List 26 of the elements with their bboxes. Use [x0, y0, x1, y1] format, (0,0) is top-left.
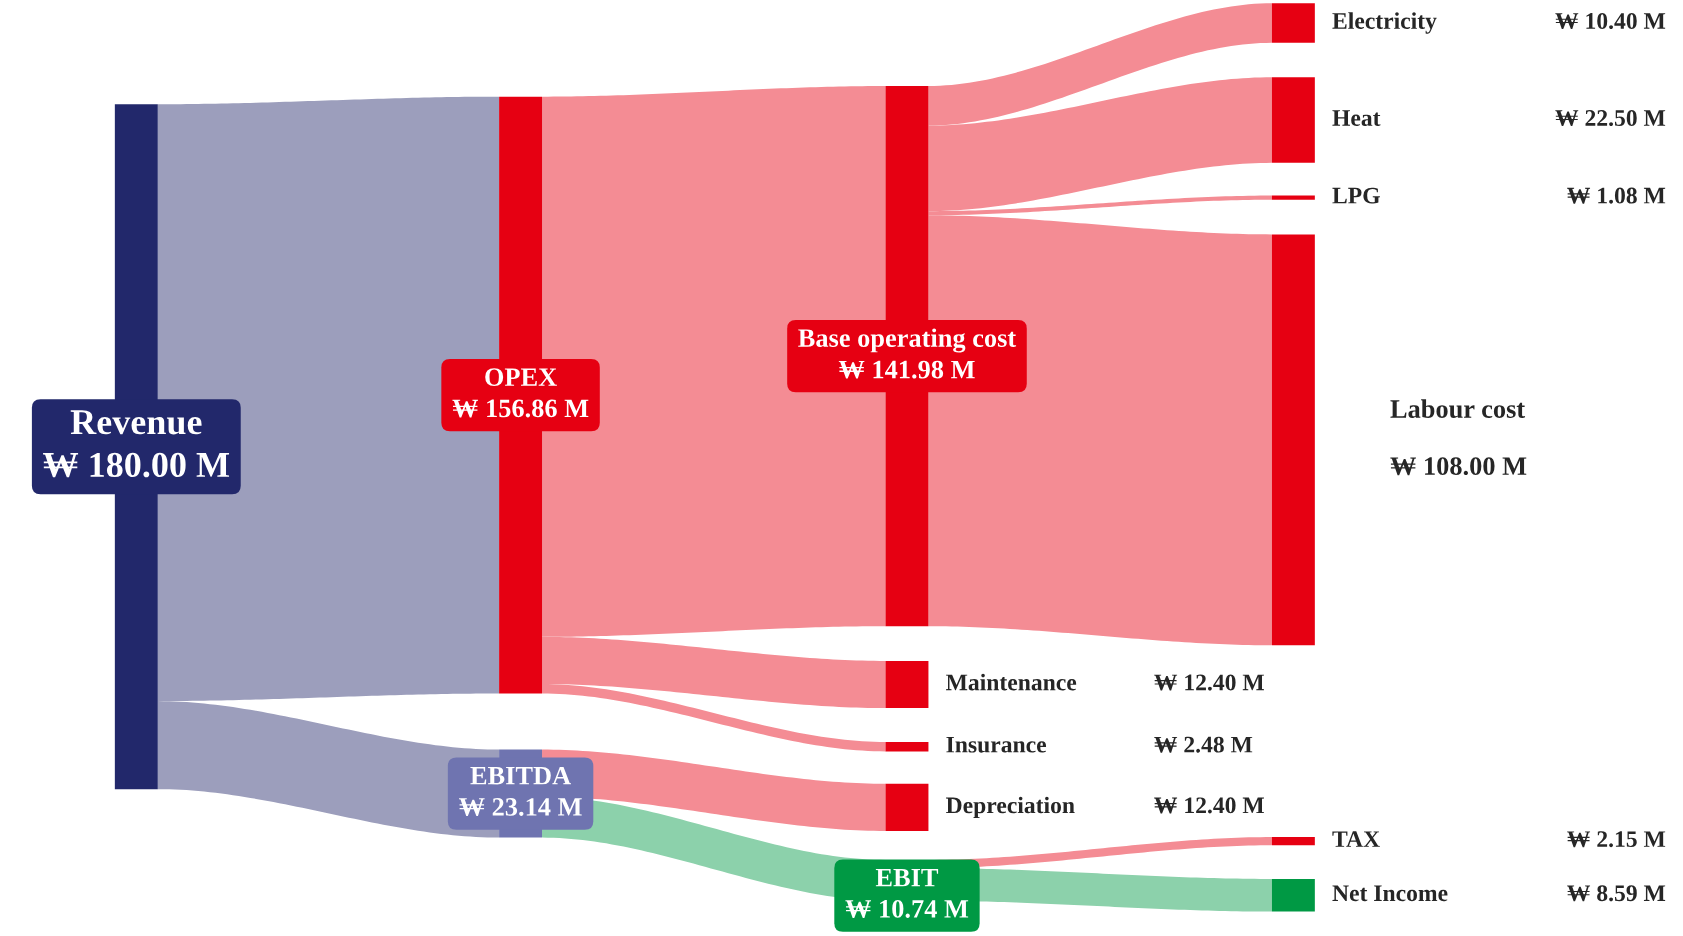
data-label: ₩ 12.40 M: [1154, 797, 1264, 814]
category-label: Maintenance: [946, 673, 1077, 691]
category-label: Insurance: [946, 736, 1047, 753]
data-label: ₩ 1.08 M: [1567, 187, 1666, 204]
data-label: ₩ 12.40 M: [1154, 674, 1264, 691]
category-label: OPEX: [485, 368, 557, 387]
data-label: ₩ 10.40 M: [1555, 13, 1666, 30]
category-label: Revenue: [70, 410, 202, 435]
category-label: Labour cost: [1390, 399, 1526, 418]
category-label: Depreciation: [946, 796, 1075, 819]
data-label: ₩ 141.98 M: [838, 360, 975, 379]
category-label: TAX: [1332, 831, 1380, 847]
data-label: ₩ 108.00 M: [1390, 457, 1527, 476]
category-label: LPG: [1332, 187, 1380, 204]
data-label: ₩ 2.48 M: [1154, 736, 1253, 753]
category-label: Net Income: [1332, 885, 1448, 902]
data-label: ₩ 22.50 M: [1555, 110, 1666, 127]
data-label: ₩ 2.15 M: [1567, 831, 1666, 848]
category-label: Heat: [1332, 110, 1381, 126]
category-label: Electricity: [1332, 12, 1437, 34]
data-label: ₩ 8.59 M: [1567, 885, 1666, 902]
category-label: EBIT: [875, 868, 939, 887]
data-label: ₩ 156.86 M: [452, 399, 589, 418]
category-label: Base operating cost: [798, 328, 1017, 353]
data-label: ₩ 10.74 M: [845, 899, 969, 918]
data-label: ₩ 180.00 M: [43, 452, 230, 478]
